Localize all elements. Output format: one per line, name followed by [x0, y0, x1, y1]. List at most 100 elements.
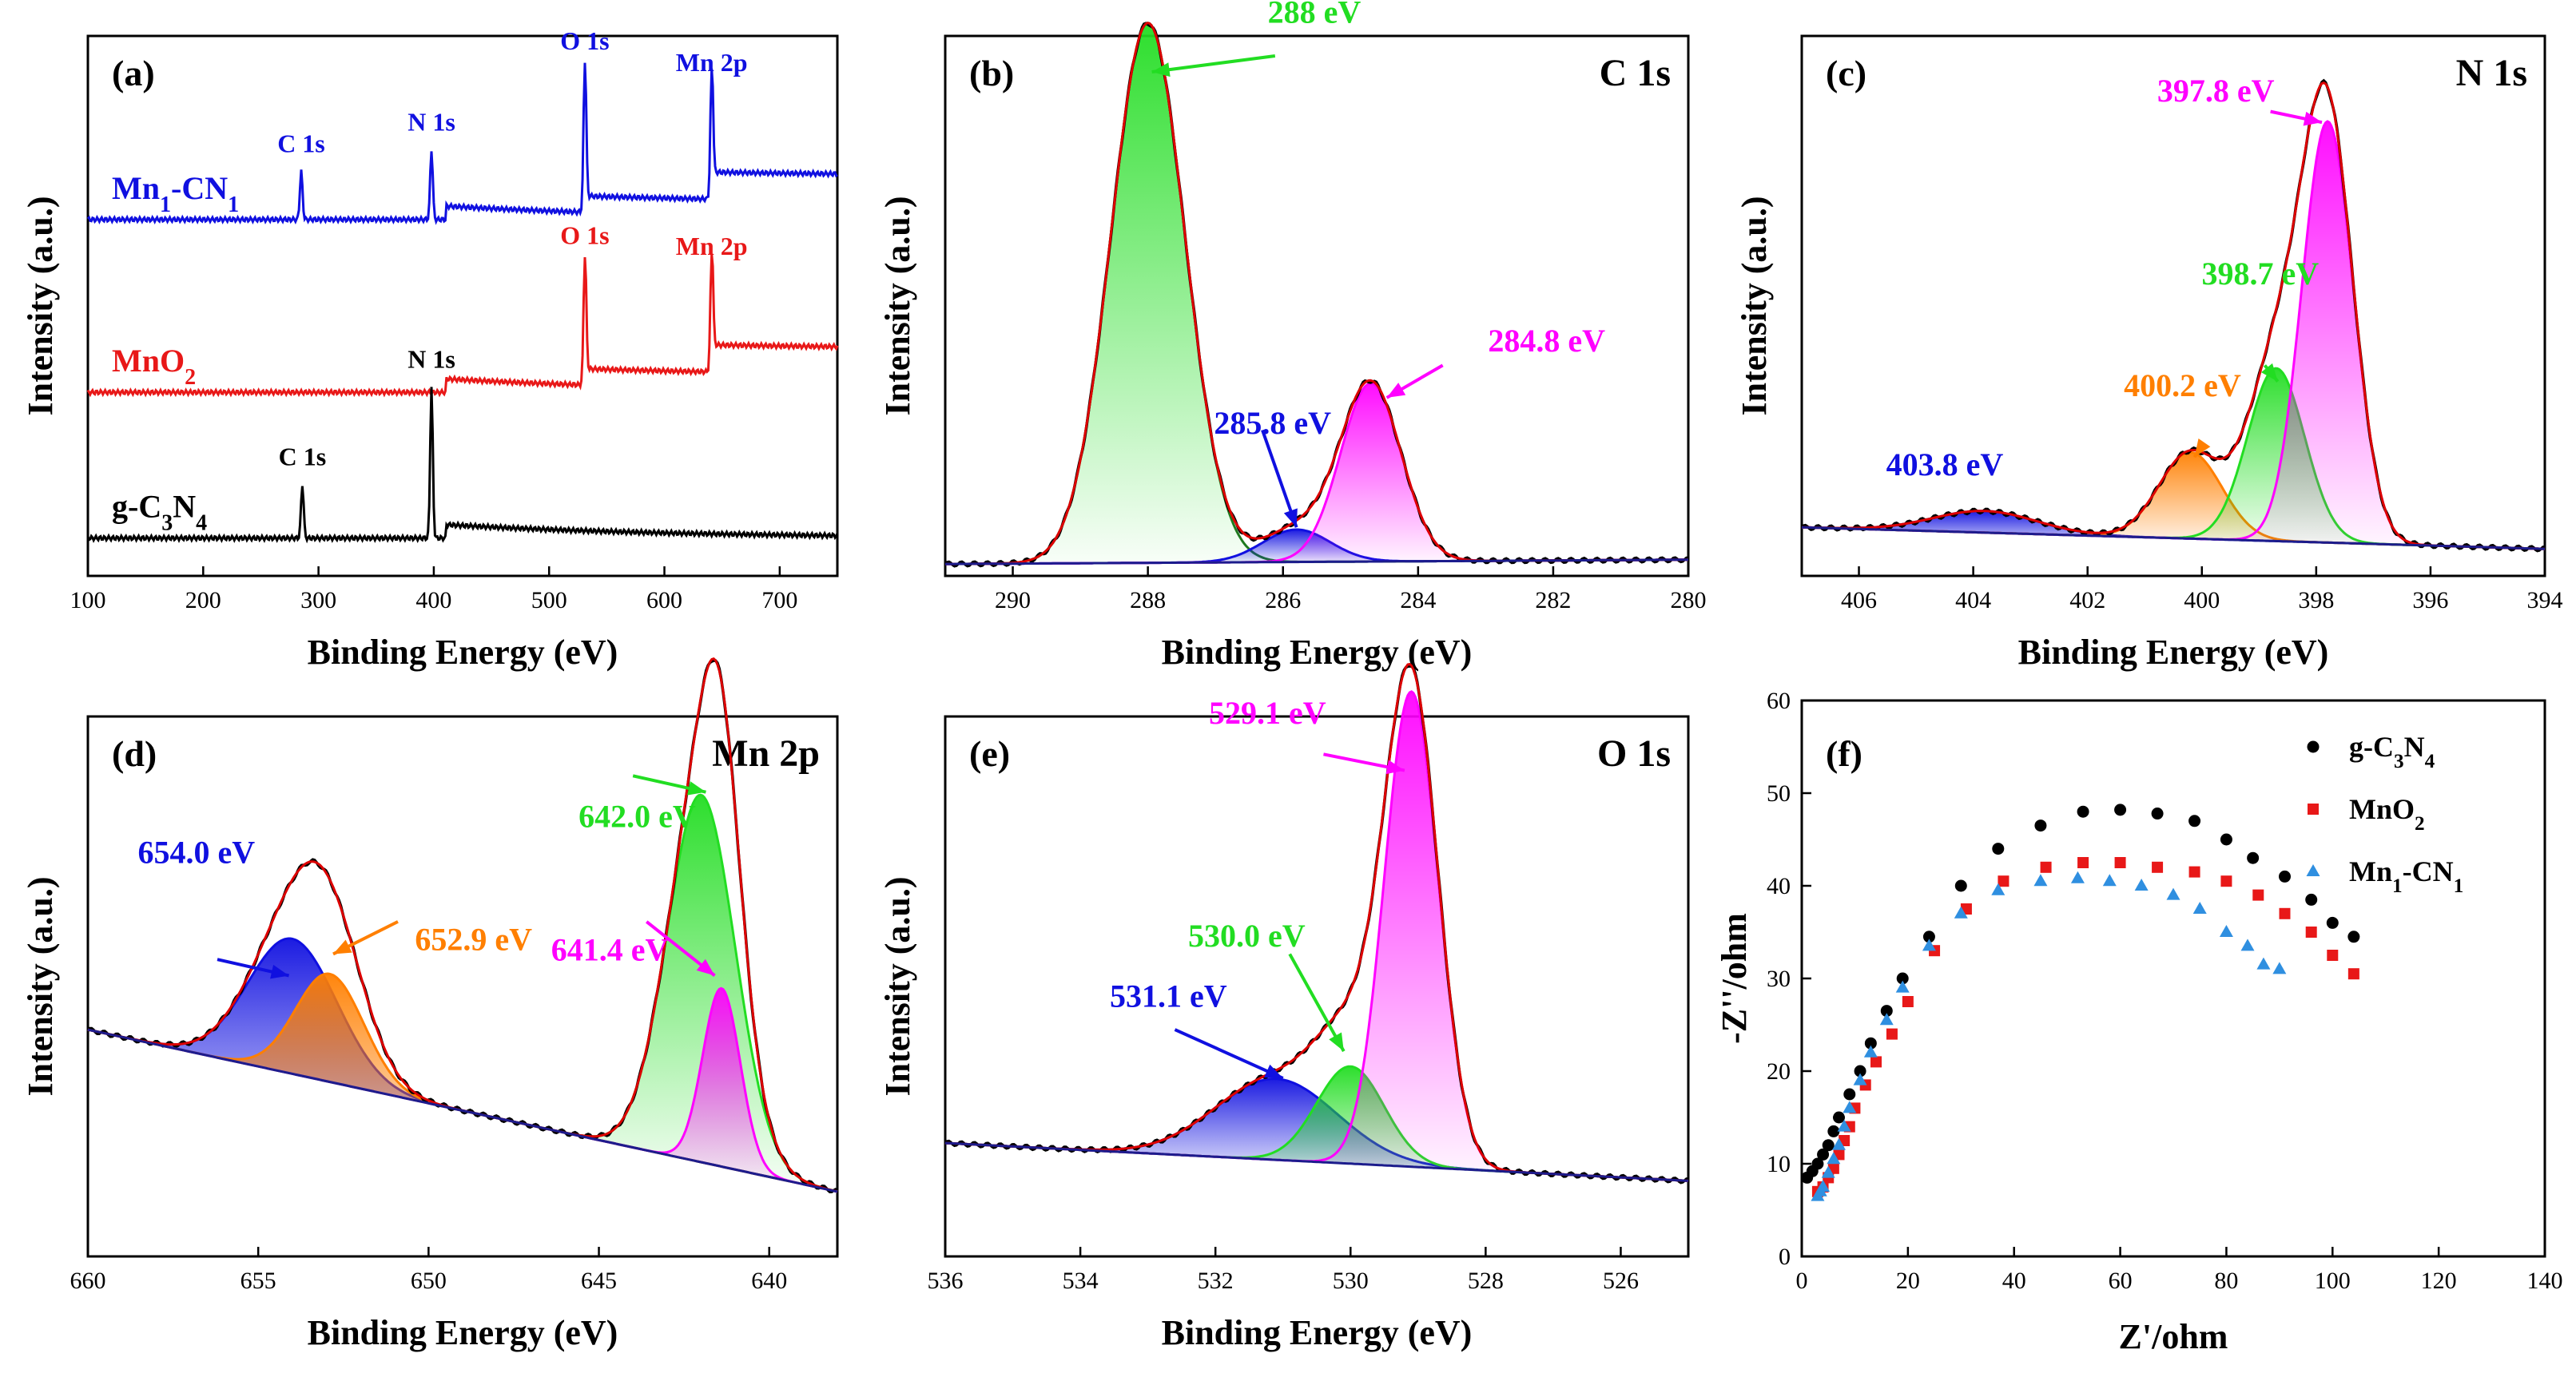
- series-Mn1-CN1-point: [1879, 1013, 1894, 1026]
- series-Mn1-CN1-point: [2166, 887, 2180, 900]
- panel-e-frame: [944, 715, 1690, 1258]
- panel-e-arrowhead: [1329, 1032, 1344, 1052]
- peak-530.0 eV-label: 530.0 eV: [1188, 918, 1306, 954]
- panel-e-xlabel: Binding Energy (eV): [1162, 1313, 1473, 1352]
- panel-f-xtick-label: 20: [1896, 1268, 1920, 1294]
- legend-MnO2-marker: [2308, 804, 2319, 815]
- series-g-C3N4-point: [2188, 815, 2201, 827]
- series-Mn1-CN1-point: [1954, 906, 1968, 919]
- panel-c-ylabel: Intensity (a.u.): [1735, 196, 1774, 415]
- panel-b-frame: [944, 34, 1690, 577]
- series-g-C3N4-point: [2247, 851, 2260, 864]
- panel-b-xtick-label: 282: [1535, 587, 1571, 613]
- series-Mn1-CN1-point: [1853, 1073, 1867, 1085]
- series-g-C3N4-point: [1822, 1139, 1835, 1152]
- panel-e-label: (e): [969, 733, 1010, 774]
- series-Mn1-CN1-point: [2134, 879, 2149, 891]
- panel-a-xtick-label: 400: [415, 587, 451, 613]
- peak-641.4 eV-area: [88, 988, 837, 1192]
- panel-d-xtick-label: 655: [241, 1268, 276, 1294]
- series-g-C3N4-point: [2034, 820, 2047, 832]
- panel-f-ytick-label: 40: [1767, 873, 1791, 899]
- series-MnO2-point: [2114, 857, 2126, 868]
- panel-f-xtick-label: 60: [2109, 1268, 2133, 1294]
- panel-d-xtick-label: 645: [581, 1268, 617, 1294]
- series-g-C3N4-point: [1954, 879, 1967, 892]
- series-MnO2-point: [2188, 866, 2200, 878]
- peak-288 eV-area: [945, 22, 1688, 565]
- panel-b-background: [945, 558, 1688, 566]
- panel-e-xtick-label: 526: [1603, 1268, 1639, 1294]
- panel-e-xtick-label: 534: [1063, 1268, 1099, 1294]
- series-g-C3N4-point: [1880, 1005, 1893, 1018]
- series-Mn1-CN1-point: [2070, 871, 2085, 883]
- peak-652.9 eV-label: 652.9 eV: [415, 921, 532, 957]
- series-Mn1-CN1-peak-label: Mn 2p: [676, 48, 748, 77]
- series-g-C3N4-peak-label: N 1s: [407, 345, 455, 374]
- panel-f-xtick-label: 140: [2527, 1268, 2563, 1294]
- series-g-C3N4-point: [2077, 805, 2089, 818]
- panel-d-arrowhead: [687, 781, 706, 796]
- peak-398.7 eV-label: 398.7 eV: [2201, 256, 2319, 292]
- panel-b-arrowhead: [1283, 508, 1298, 528]
- series-g-C3N4-label: g-C3N4: [112, 489, 207, 536]
- peak-642.0 eV-area: [88, 795, 837, 1192]
- panel-a-frame: [86, 34, 839, 577]
- panel-b-label: (b): [969, 53, 1014, 93]
- series-MnO2-point: [2040, 861, 2052, 873]
- peak-403.8 eV-area: [1802, 510, 2545, 550]
- panel-f-ytick-label: 10: [1767, 1151, 1791, 1177]
- peak-403.8 eV-label: 403.8 eV: [1886, 446, 2004, 482]
- panel-e-arrowhead: [1263, 1064, 1283, 1078]
- panel-f-ylabel: -Z''/ohm: [1715, 913, 1754, 1044]
- panel-d-label: (d): [112, 733, 157, 774]
- peak-654.0 eV-area: [88, 939, 837, 1192]
- panel-c-xtick-label: 400: [2184, 587, 2220, 613]
- series-Mn1-CN1-point: [2033, 874, 2048, 887]
- series-MnO2-peak-label: O 1s: [560, 220, 609, 249]
- panel-e-background: [944, 1141, 1689, 1182]
- series-Mn1-CN1-point: [2102, 874, 2117, 887]
- panel-d-arrowhead: [332, 939, 352, 954]
- panel-f-ytick-label: 30: [1767, 966, 1791, 992]
- series-Mn1-CN1-point: [1895, 980, 1910, 993]
- panel-a-xtick-label: 700: [761, 587, 797, 613]
- series-g-C3N4-line: [86, 387, 839, 544]
- panel-b-xtick-label: 288: [1130, 587, 1166, 613]
- series-Mn1-CN1-point: [2256, 957, 2271, 970]
- series-MnO2-point: [1870, 1056, 1882, 1068]
- panel-b-xtick-label: 284: [1400, 587, 1436, 613]
- series-g-C3N4-peak-label: C 1s: [279, 442, 327, 470]
- panel-a-xtick-label: 200: [185, 587, 221, 613]
- panel-d-xtick-label: 660: [70, 1268, 106, 1294]
- panel-b-xlabel: Binding Energy (eV): [1162, 633, 1473, 672]
- panel-e-xtick-label: 536: [928, 1268, 964, 1294]
- panel-f-ytick-label: 50: [1767, 780, 1791, 807]
- panel-f-ytick-label: 0: [1779, 1244, 1791, 1270]
- panel-e-xtick-label: 528: [1468, 1268, 1504, 1294]
- series-MnO2-point: [2077, 857, 2089, 868]
- panel-c-arrowhead: [2303, 111, 2322, 126]
- panel-c-xtick-label: 406: [1841, 587, 1877, 613]
- series-g-C3N4-point: [2347, 931, 2360, 943]
- peak-529.1 eV-label: 529.1 eV: [1209, 695, 1326, 731]
- panel-f-label: (f): [1826, 733, 1862, 774]
- peak-400.2 eV-label: 400.2 eV: [2124, 367, 2241, 403]
- series-g-C3N4-point: [1896, 972, 1909, 985]
- panel-d-arrowhead: [696, 958, 715, 976]
- panel-f-xtick-label: 100: [2315, 1268, 2351, 1294]
- panel-d-xtick-label: 650: [411, 1268, 447, 1294]
- panel-b-arrowhead: [1151, 62, 1171, 77]
- panel-a-xtick-label: 500: [531, 587, 567, 613]
- panel-b-raw-spectrum: [944, 22, 1689, 568]
- series-Mn1-CN1-peak-label: C 1s: [277, 129, 325, 157]
- panel-c-arrowhead: [2194, 439, 2211, 458]
- panel-f-xlabel: Z'/ohm: [2119, 1317, 2228, 1356]
- series-MnO2-point: [2347, 968, 2359, 980]
- panel-b-arrowhead: [1386, 383, 1406, 398]
- panel-f-ytick-label: 20: [1767, 1058, 1791, 1085]
- panel-c-xtick-label: 394: [2527, 587, 2563, 613]
- series-g-C3N4-point: [1864, 1037, 1877, 1050]
- panel-c-frame: [1800, 34, 2546, 577]
- series-Mn1-CN1-point: [2192, 902, 2207, 914]
